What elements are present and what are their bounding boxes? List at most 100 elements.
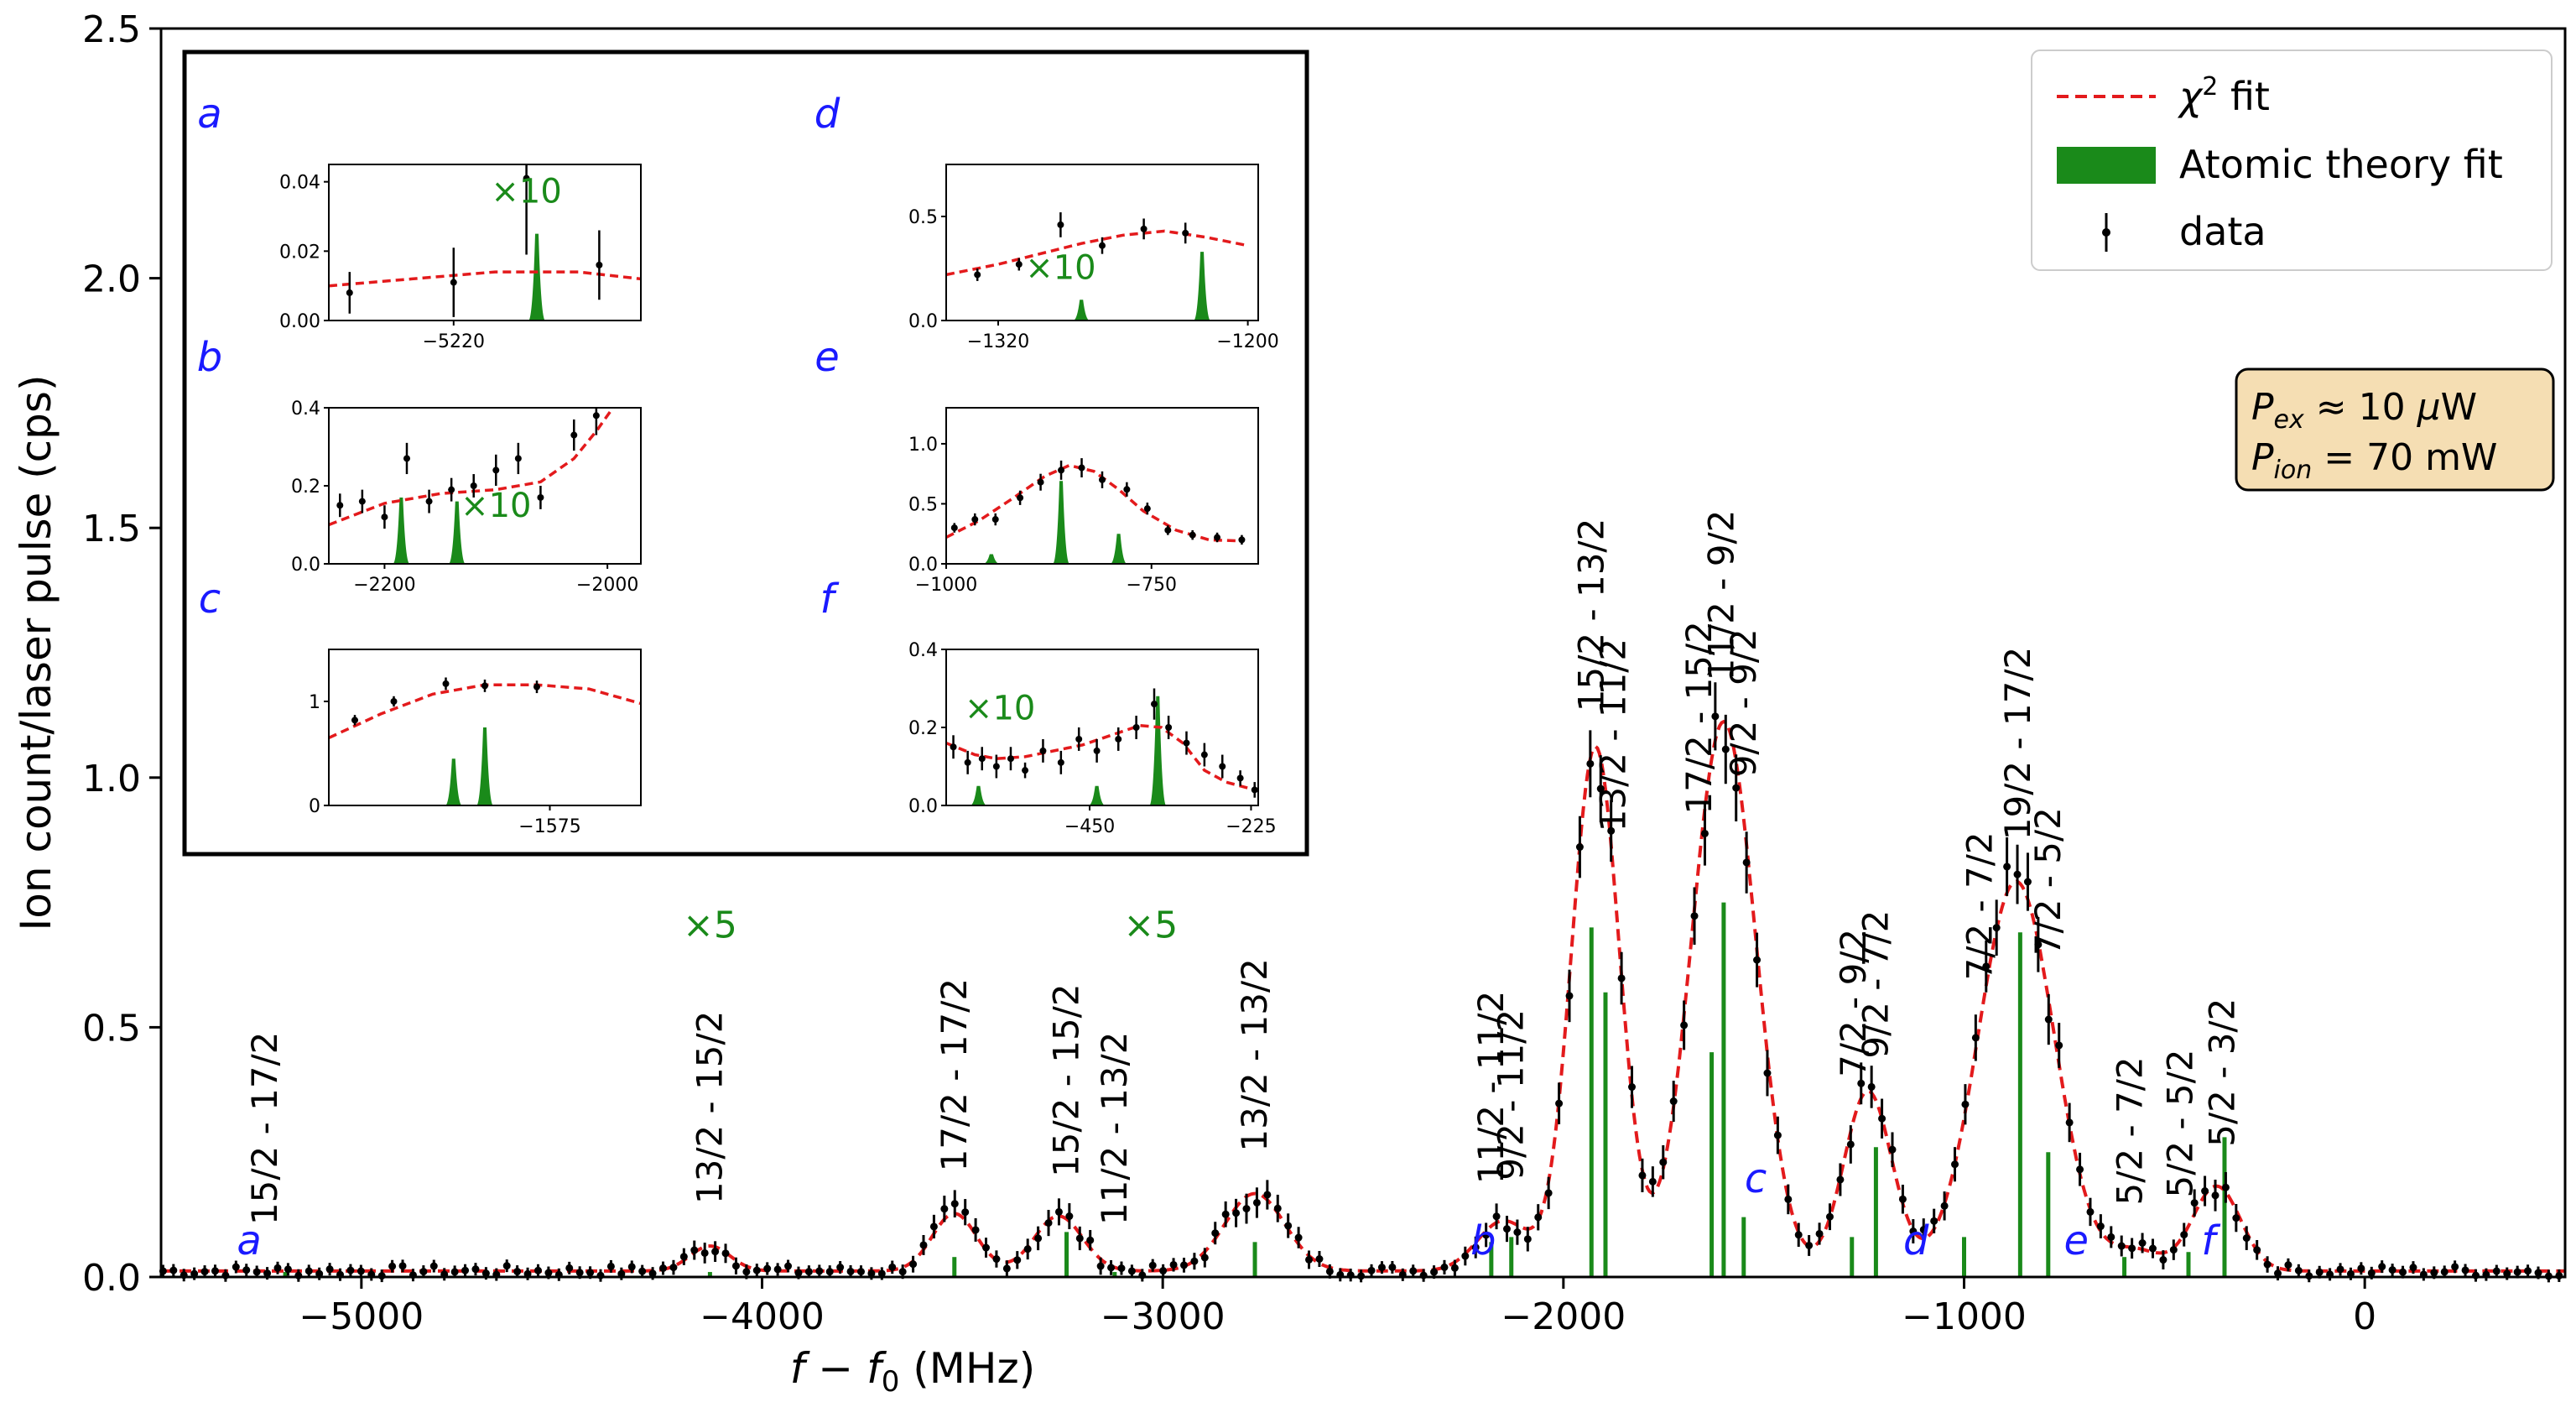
data-point (1565, 969, 1574, 1023)
inset-letter: d (814, 91, 840, 138)
data-marker (982, 1243, 991, 1252)
data-point (2201, 1175, 2209, 1207)
data-marker (1263, 1191, 1272, 1199)
peak-label: 15/2 - 13/2 (1570, 519, 1611, 712)
data-marker (1565, 992, 1574, 1000)
data-marker (638, 1267, 647, 1275)
legend: χ2 fit Atomic theory fit data (2031, 50, 2553, 271)
data-marker (575, 1269, 584, 1277)
data-marker (815, 1267, 824, 1275)
data-marker (836, 1264, 845, 1272)
inset-data-point (971, 513, 979, 526)
legend-box (2031, 50, 2553, 271)
inset-marker (358, 498, 366, 505)
inset-marker (570, 431, 578, 439)
data-marker (1023, 1245, 1032, 1253)
data-marker (919, 1241, 928, 1249)
data-marker (888, 1263, 897, 1271)
data-marker (346, 1266, 355, 1274)
inset-y-tick-label: 1 (309, 692, 320, 713)
data-point (1190, 1253, 1199, 1270)
data-marker (1742, 858, 1751, 867)
data-marker (2107, 1233, 2115, 1241)
data-point (1648, 1166, 1657, 1197)
inset-data-point (1165, 716, 1173, 739)
data-marker (877, 1269, 886, 1278)
data-point (1680, 1000, 1689, 1050)
inset-marker (1238, 536, 1246, 544)
data-marker (2065, 1118, 2074, 1127)
inset-y-tick-label: 0.02 (279, 242, 320, 263)
data-point (2211, 1179, 2220, 1212)
power-excitation: Pex ≈ 10 μW (2251, 386, 2477, 435)
inset-theory-peak (982, 554, 1000, 564)
data-point (1930, 1208, 1939, 1233)
inset-marker (1251, 786, 1258, 794)
data-point (2524, 1264, 2532, 1278)
data-marker (242, 1266, 251, 1274)
inset-y-tick-label: 0.4 (908, 640, 938, 661)
inset-marker (1123, 486, 1131, 493)
data-point (1096, 1257, 1105, 1275)
data-point (1659, 1145, 1668, 1180)
inset-data-point (1183, 731, 1190, 755)
data-marker (2086, 1207, 2095, 1216)
data-point (846, 1265, 855, 1278)
inset-marker (1115, 735, 1122, 743)
data-point (1721, 714, 1730, 784)
inset-data-point (403, 442, 410, 475)
data-marker (659, 1264, 668, 1273)
inset-y-tick-label: 0.5 (908, 207, 938, 228)
data-marker (1836, 1175, 1845, 1184)
inset-data-point (950, 735, 957, 759)
data-point (721, 1243, 730, 1264)
inset-marker (1099, 242, 1106, 249)
data-point (2294, 1264, 2303, 1277)
data-point (1742, 831, 1751, 894)
data-marker (731, 1262, 740, 1270)
x-tick-label: 0 (2353, 1295, 2376, 1338)
data-point (1878, 1098, 1886, 1139)
data-marker (1669, 1097, 1678, 1106)
data-marker (1482, 1231, 1491, 1239)
data-marker (2190, 1199, 2199, 1207)
inset-marker (971, 516, 979, 524)
data-point (1054, 1198, 1063, 1226)
data-marker (1044, 1219, 1053, 1227)
inset-theory-peak (448, 501, 466, 564)
data-marker (1961, 1100, 1970, 1108)
inset-y-tick-label: 0 (309, 796, 320, 817)
inset-a: 0.00 0.02 0.04 −5220 a ×10 (197, 91, 642, 352)
inset-theory-peak (445, 758, 462, 805)
inset-data-point (425, 489, 433, 513)
data-marker (1617, 974, 1626, 982)
inset-marker (1182, 229, 1189, 237)
inset-data-point (381, 505, 388, 529)
data-point (2180, 1222, 2188, 1247)
inset-marker (592, 412, 600, 420)
inset-data-point (481, 679, 488, 692)
data-point (1638, 1158, 1647, 1192)
data-marker (2503, 1269, 2511, 1278)
data-point (1628, 1066, 1637, 1108)
data-point (669, 1259, 678, 1275)
inset-x-tick-label: −1000 (915, 575, 977, 596)
peak-label: 19/2 - 17/2 (1997, 647, 2038, 841)
data-marker (648, 1269, 657, 1278)
inset-marker (533, 683, 540, 691)
data-marker (1242, 1205, 1251, 1213)
inset-marker (1183, 739, 1190, 747)
data-marker (2399, 1268, 2407, 1276)
data-point (2034, 916, 2043, 972)
legend-theory-swatch (2057, 147, 2156, 184)
data-marker (2513, 1268, 2521, 1276)
inset-data-point (346, 272, 353, 314)
data-marker (1450, 1264, 1459, 1272)
inset-marker (346, 289, 353, 296)
x-tick-label: −5000 (299, 1295, 424, 1338)
region-marker-b: b (1470, 1217, 1496, 1264)
inset-theory-peak (476, 727, 493, 805)
data-point (700, 1243, 709, 1264)
data-point (2284, 1258, 2292, 1272)
data-marker (2242, 1234, 2251, 1243)
